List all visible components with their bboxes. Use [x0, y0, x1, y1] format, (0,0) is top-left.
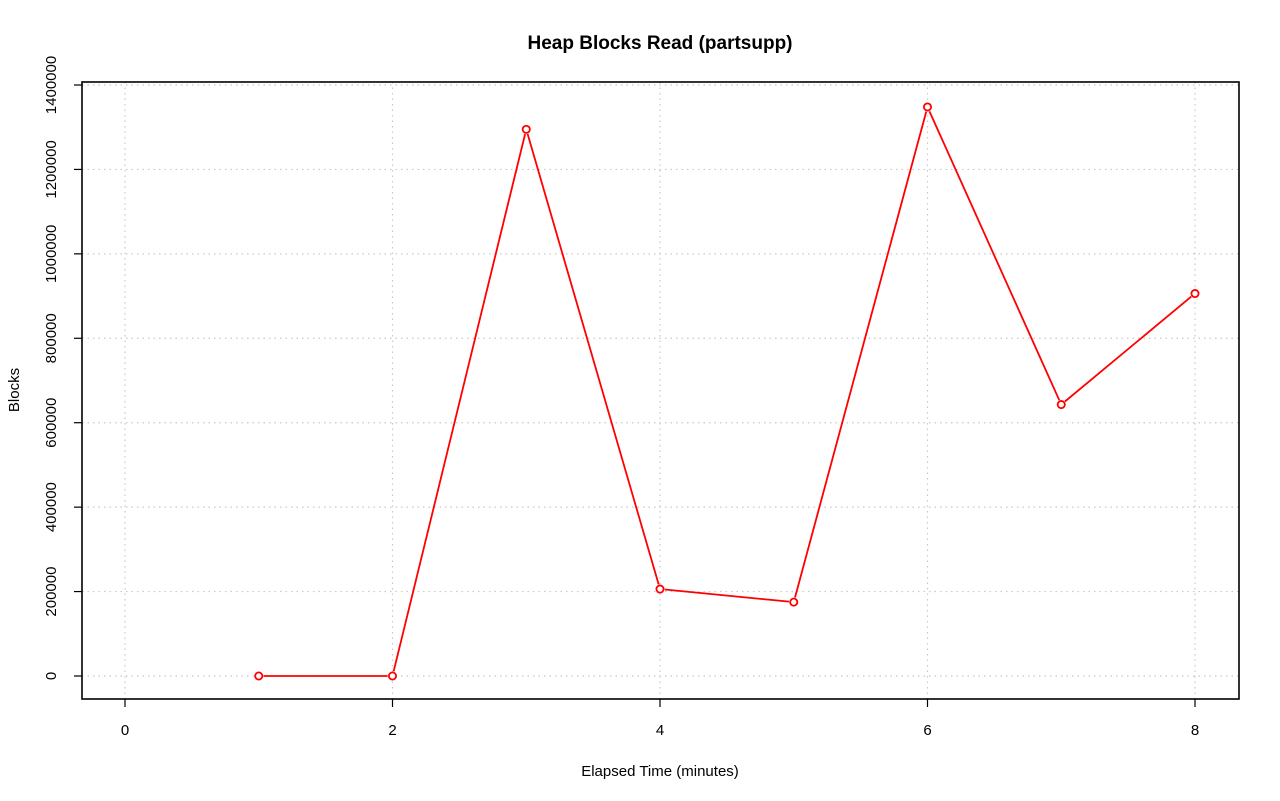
y-tick-label: 400000 [43, 482, 60, 532]
data-point [655, 584, 665, 594]
data-point [387, 671, 397, 681]
series [254, 102, 1200, 681]
series-line-segment [664, 588, 790, 603]
series-line-segment [1064, 295, 1192, 403]
data-point [254, 671, 264, 681]
grid [82, 82, 1239, 699]
axes: 0 2 4 6 8 0 200000 400000 600000 800000 1000000 120… [43, 56, 1199, 739]
y-tick-label: 0 [43, 672, 60, 680]
series-line-segment [928, 110, 1061, 401]
x-axis-label: Elapsed Time (minutes) [581, 763, 739, 780]
y-tick-label: 1200000 [43, 140, 60, 198]
x-tick-label: 8 [1191, 722, 1199, 739]
series-line-segment [526, 133, 660, 585]
series-line-segment [794, 111, 928, 598]
x-tick-label: 0 [121, 722, 129, 739]
plot-frame [81, 81, 1240, 700]
data-point [789, 597, 799, 607]
series-line-segment [392, 133, 526, 672]
data-point [521, 124, 531, 134]
x-tick-label: 4 [656, 722, 664, 739]
data-point [1056, 400, 1066, 410]
data-point [923, 102, 933, 112]
y-tick-label: 600000 [43, 398, 60, 448]
y-tick-label: 1400000 [43, 56, 60, 114]
y-axis-label: Blocks [6, 368, 23, 412]
x-tick-label: 6 [923, 722, 931, 739]
x-tick-label: 2 [388, 722, 396, 739]
data-point [1190, 289, 1200, 299]
y-tick-label: 1000000 [43, 225, 60, 283]
y-tick-label: 200000 [43, 567, 60, 617]
y-tick-label: 800000 [43, 313, 60, 363]
chart-title: Heap Blocks Read (partsupp) [528, 33, 793, 54]
